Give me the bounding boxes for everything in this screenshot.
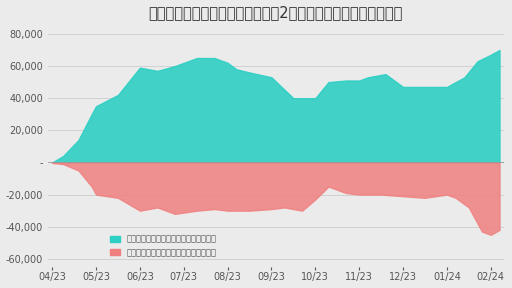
- Legend: 株式週間売買状況・海外（累積・億円）, 株式週間売買状況・個人（累積・億円）: 株式週間売買状況・海外（累積・億円）, 株式週間売買状況・個人（累積・億円）: [106, 232, 220, 260]
- Title: 投資部門別売買状況（東証・名証2市場。日本取引所グループ）: 投資部門別売買状況（東証・名証2市場。日本取引所グループ）: [148, 5, 403, 20]
